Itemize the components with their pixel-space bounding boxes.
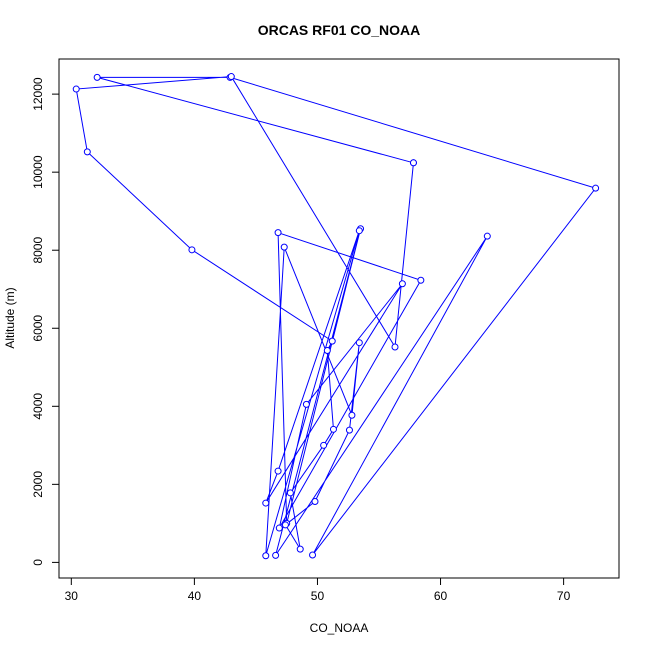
x-tick-label: 40: [188, 589, 202, 603]
data-point: [592, 184, 600, 192]
data-point: [398, 280, 406, 288]
series-line: [75, 76, 597, 556]
data-point: [323, 346, 331, 354]
x-tick-label: 70: [557, 589, 571, 603]
plot-frame: [58, 58, 620, 579]
data-point: [391, 343, 399, 351]
data-point: [309, 551, 317, 559]
y-tick-label: 6000: [31, 315, 45, 342]
data-point: [262, 552, 270, 560]
series-points: [72, 73, 600, 560]
data-point: [328, 337, 336, 345]
data-point: [348, 411, 356, 419]
data-point: [345, 426, 353, 434]
data-point: [93, 73, 101, 81]
data-point: [227, 73, 235, 81]
data-point: [275, 524, 283, 532]
data-point: [409, 159, 417, 167]
data-point: [281, 521, 289, 529]
y-tick-label: 10000: [31, 155, 45, 189]
data-point: [274, 229, 282, 237]
data-point: [83, 148, 91, 156]
data-point: [320, 441, 328, 449]
data-point: [355, 227, 363, 235]
x-axis-label: CO_NOAA: [310, 621, 369, 635]
data-point: [188, 246, 196, 254]
y-tick-label: 4000: [31, 393, 45, 420]
y-axis: 0 2000 4000 6000 8000 10000 12000: [31, 77, 59, 566]
data-point: [72, 85, 80, 93]
data-point: [302, 400, 310, 408]
y-tick-label: 2000: [31, 471, 45, 498]
y-tick-label: 8000: [31, 237, 45, 264]
data-point: [286, 489, 294, 497]
data-point: [274, 467, 282, 475]
data-point: [311, 498, 319, 506]
data-point: [296, 545, 304, 553]
x-tick-label: 30: [65, 589, 79, 603]
data-point: [262, 499, 270, 507]
x-tick-label: 50: [311, 589, 325, 603]
y-tick-label: 12000: [31, 77, 45, 111]
data-point: [272, 551, 280, 559]
x-tick-label: 60: [434, 589, 448, 603]
data-point: [483, 232, 491, 240]
y-tick-label: 0: [31, 559, 45, 566]
data-point: [355, 339, 363, 347]
x-axis: 30 40 50 60 70: [65, 578, 571, 603]
data-point: [280, 243, 288, 251]
chart-title: ORCAS RF01 CO_NOAA: [258, 22, 421, 38]
data-point: [417, 276, 425, 284]
y-axis-label: Altitude (m): [3, 287, 17, 348]
data-point: [329, 425, 337, 433]
